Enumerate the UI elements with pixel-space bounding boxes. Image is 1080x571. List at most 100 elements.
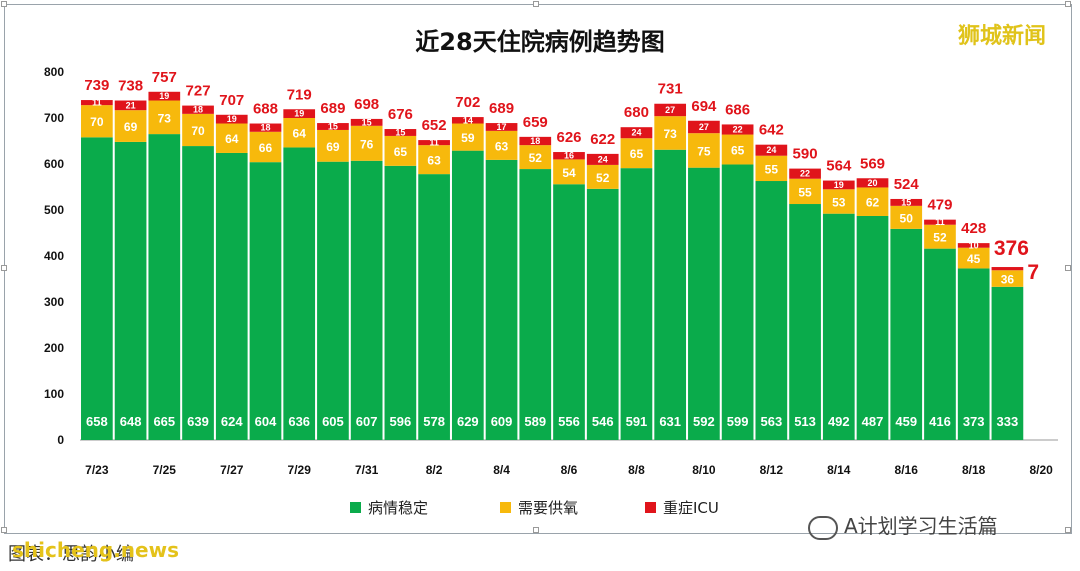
bar-segment-stable	[283, 147, 316, 440]
x-tick-label: 8/14	[827, 463, 851, 477]
bar-total-label: 564	[826, 158, 852, 175]
y-tick-label: 0	[57, 433, 64, 447]
x-tick-label: 7/31	[355, 463, 379, 477]
bar-segment-oxygen	[721, 134, 754, 165]
bar-segment-oxygen	[350, 125, 383, 161]
bar-segment-stable	[485, 159, 518, 441]
bar-total-label: 707	[219, 92, 244, 109]
bar-value-label: 18	[530, 136, 540, 146]
bar-segment-icu	[721, 124, 754, 135]
bar-segment-oxygen	[991, 270, 1024, 287]
bar-value-label: 14	[463, 115, 473, 125]
bar-value-label: 36	[1001, 273, 1015, 287]
bar-segment-stable	[114, 141, 147, 441]
bars: 6587011739648692173866573197576397018727…	[81, 69, 1039, 441]
bar-total-label: 680	[624, 104, 649, 121]
bar-segment-icu	[148, 91, 181, 101]
bar-segment-stable	[418, 174, 450, 440]
bar-segment-oxygen	[182, 113, 214, 147]
bar-value-label: 55	[765, 162, 779, 176]
bar-segment-oxygen	[822, 189, 855, 214]
bar-total-label: 479	[927, 197, 952, 214]
bar-value-label: 556	[558, 414, 580, 429]
y-tick-label: 800	[44, 65, 64, 79]
resize-handle[interactable]	[1065, 1, 1071, 7]
bar-value-label: 596	[390, 414, 412, 429]
bar-total-label: 686	[725, 101, 750, 118]
bar-value-label: 50	[900, 211, 914, 225]
bar-segment-icu	[553, 152, 585, 160]
bar-value-label: 62	[866, 196, 880, 210]
bar-total-label: 698	[354, 96, 379, 113]
watermark-top: 狮城新闻	[958, 24, 1047, 49]
bar-total-label: 659	[523, 114, 548, 131]
bar-segment-oxygen	[519, 145, 552, 170]
bar-value-label: 66	[259, 141, 273, 155]
bar-segment-icu	[890, 198, 923, 206]
bar-segment-icu	[81, 100, 113, 106]
resize-handle[interactable]	[533, 1, 539, 7]
bar-segment-stable	[148, 134, 181, 440]
watermark-bottom: A计划学习生活篇	[808, 510, 998, 540]
bar-total-label: 727	[186, 83, 211, 100]
bar-total-label: 719	[287, 86, 312, 103]
bar-segment-icu	[384, 129, 417, 136]
bar-value-label: 69	[326, 140, 340, 154]
resize-handle[interactable]	[1, 265, 7, 271]
bar-segment-oxygen	[485, 130, 518, 160]
bar-value-label: 589	[524, 414, 546, 429]
bar-segment-oxygen	[114, 110, 147, 142]
bar-total-label: 428	[961, 220, 986, 237]
bar-total-label: 688	[253, 101, 278, 118]
bar-value-label: 631	[659, 414, 681, 429]
bar-segment-oxygen	[957, 247, 990, 269]
resize-handle[interactable]	[1, 527, 7, 533]
bar-total-label: 642	[759, 122, 784, 139]
bar-value-label: 629	[457, 414, 479, 429]
bar-value-label: 624	[221, 414, 243, 429]
bar-value-label: 19	[294, 109, 304, 119]
resize-handle[interactable]	[1065, 527, 1071, 533]
bar-value-label: 373	[963, 414, 985, 429]
resize-handle[interactable]	[533, 527, 539, 533]
bar-value-label: 15	[328, 122, 338, 132]
bar-value-label: 665	[153, 414, 175, 429]
x-tick-label: 7/23	[85, 463, 109, 477]
bar-segment-stable	[182, 146, 214, 440]
bar-value-label: 53	[832, 195, 846, 209]
bar-segment-oxygen	[317, 129, 349, 162]
bar-value-label: 27	[665, 105, 675, 115]
bar-segment-icu	[215, 114, 248, 124]
bar-segment-icu	[856, 178, 889, 188]
bar-total-label: 652	[422, 117, 447, 134]
bar-value-label: 21	[126, 100, 136, 110]
bar-segment-icu	[485, 123, 518, 131]
bar-value-label: 59	[461, 131, 475, 145]
bar-value-label: 658	[86, 414, 108, 429]
bar-segment-stable	[654, 149, 687, 441]
legend-swatch	[350, 502, 361, 513]
bar-value-label: 15	[362, 117, 372, 127]
bar-value-label: 52	[529, 151, 543, 165]
bar-segment-icu	[451, 117, 484, 124]
bar-value-label: 70	[90, 115, 104, 129]
bar-value-label: 11	[92, 98, 102, 108]
resize-handle[interactable]	[1065, 265, 1071, 271]
legend: 病情稳定 需要供氧 重症ICU	[350, 499, 719, 517]
bar-value-label: 604	[255, 414, 277, 429]
bar-segment-stable	[384, 165, 417, 440]
bar-segment-stable	[721, 164, 754, 440]
legend-swatch	[500, 502, 511, 513]
y-tick-label: 600	[44, 157, 64, 171]
bar-value-label: 636	[288, 414, 310, 429]
bar-value-label: 52	[933, 231, 947, 245]
bar-value-label: 15	[901, 197, 911, 207]
bar-value-label: 24	[598, 154, 608, 164]
bar-value-label: 63	[495, 139, 509, 153]
legend-label: 病情稳定	[368, 499, 428, 517]
resize-handle[interactable]	[1, 1, 7, 7]
bar-segment-icu	[688, 120, 720, 134]
bar-value-label: 45	[967, 252, 981, 266]
bar-value-label: 15	[395, 127, 405, 137]
